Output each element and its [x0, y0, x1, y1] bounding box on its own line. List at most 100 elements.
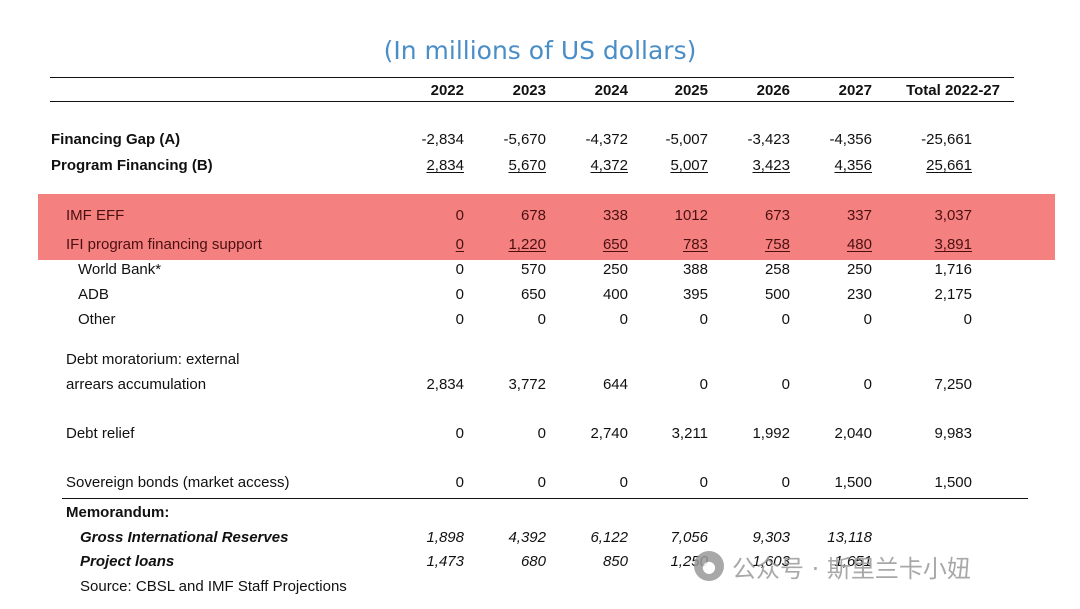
row-label: Other — [78, 311, 116, 328]
table-cell: 250 — [602, 261, 628, 278]
column-header: Total 2022-27 — [906, 82, 1000, 99]
table-cell: 0 — [455, 425, 464, 442]
table-cell: 2,740 — [590, 425, 628, 442]
table-cell: -4,356 — [829, 131, 872, 148]
table-cell: 570 — [520, 261, 546, 278]
table-cell: 4,392 — [508, 529, 546, 546]
table-row: IMF EFF 0 678 338 1012 673 337 3,037 — [0, 204, 1080, 228]
table-cell: 0 — [455, 311, 464, 328]
table-cell: 1,603 — [752, 553, 790, 570]
table-cell: 258 — [764, 261, 790, 278]
table-cell: 2,040 — [834, 425, 872, 442]
table-cell: 0 — [619, 311, 628, 328]
source-row: Source: CBSL and IMF Staff Projections — [0, 575, 1080, 599]
row-label: Gross International Reserves — [80, 529, 289, 546]
column-header: 2022 — [430, 82, 464, 99]
column-header: 2027 — [838, 82, 872, 99]
table-cell: 9,303 — [752, 529, 790, 546]
table-cell: 5,670 — [508, 157, 546, 174]
table-row: ADB 0 650 400 395 500 230 2,175 — [0, 283, 1080, 307]
row-label: Financing Gap (A) — [51, 131, 181, 148]
table-cell: 0 — [455, 236, 464, 253]
table-row: Project loans 1,473 680 850 1,250 1,603 … — [0, 550, 1080, 574]
table-cell: 1,651 — [834, 553, 872, 570]
table-cell: 650 — [520, 286, 546, 303]
table-cell: -5,007 — [665, 131, 708, 148]
table-cell: 1012 — [674, 207, 708, 224]
row-label: ADB — [78, 286, 109, 303]
table-cell: -25,661 — [921, 131, 972, 148]
table-cell: 1,898 — [426, 529, 464, 546]
table-cell: 680 — [520, 553, 546, 570]
table-cell: -3,423 — [747, 131, 790, 148]
table-cell: 395 — [682, 286, 708, 303]
table-cell: 673 — [764, 207, 790, 224]
table-cell: 678 — [520, 207, 546, 224]
memorandum-rule — [62, 498, 1028, 499]
table-cell: 0 — [863, 376, 872, 393]
table-cell: 5,007 — [670, 157, 708, 174]
table-cell: 0 — [455, 261, 464, 278]
table-cell: 3,423 — [752, 157, 790, 174]
table-row: Financing Gap (A) -2,834 -5,670 -4,372 -… — [0, 128, 1080, 152]
row-label: Program Financing (B) — [51, 157, 213, 174]
table-cell: 2,834 — [426, 376, 464, 393]
table-cell: 4,372 — [590, 157, 628, 174]
table-row: arrears accumulation 2,834 3,772 644 0 0… — [0, 373, 1080, 397]
table-cell: 6,122 — [590, 529, 628, 546]
column-header-row: 2022 2023 2024 2025 2026 2027 Total 2022… — [0, 79, 1080, 103]
table-cell: 3,211 — [671, 425, 708, 442]
table-cell: 13,118 — [827, 529, 872, 546]
header-rule — [50, 101, 1014, 102]
table-cell: 3,891 — [934, 236, 972, 253]
table-cell: 250 — [846, 261, 872, 278]
table-cell: 3,772 — [508, 376, 546, 393]
table-row: Program Financing (B) 2,834 5,670 4,372 … — [0, 154, 1080, 178]
table-row: Sovereign bonds (market access) 0 0 0 0 … — [0, 471, 1080, 495]
table-row-label-line: Debt moratorium: external — [0, 348, 1080, 372]
table-cell: 1,500 — [834, 474, 872, 491]
row-label: IFI program financing support — [66, 236, 262, 253]
table-cell: 25,661 — [926, 157, 972, 174]
table-cell: 480 — [846, 236, 872, 253]
row-label: World Bank* — [78, 261, 162, 278]
table-cell: 2,834 — [426, 157, 464, 174]
table-cell: 0 — [963, 311, 972, 328]
highlight-band — [38, 194, 1055, 260]
table-cell: 0 — [619, 474, 628, 491]
table-cell: 0 — [455, 474, 464, 491]
table-cell: 0 — [537, 311, 546, 328]
table-cell: 388 — [682, 261, 708, 278]
table-cell: 1,500 — [934, 474, 972, 491]
table-cell: 0 — [781, 376, 790, 393]
table-cell: 230 — [846, 286, 872, 303]
table-cell: 758 — [764, 236, 790, 253]
table-cell: 0 — [537, 425, 546, 442]
table-row: Debt relief 0 0 2,740 3,211 1,992 2,040 … — [0, 422, 1080, 446]
table-cell: 7,250 — [934, 376, 972, 393]
memorandum-heading: Memorandum: — [66, 504, 170, 521]
table-cell: 0 — [781, 474, 790, 491]
table-cell: 7,056 — [670, 529, 708, 546]
table-cell: -4,372 — [585, 131, 628, 148]
table-cell: 0 — [455, 286, 464, 303]
memorandum-heading-row: Memorandum: — [0, 501, 1080, 525]
table-cell: 1,992 — [752, 425, 790, 442]
table-cell: 0 — [537, 474, 546, 491]
table-cell: 4,356 — [834, 157, 872, 174]
wechat-icon: ● — [694, 551, 724, 581]
table-cell: 338 — [602, 207, 628, 224]
column-header: 2023 — [512, 82, 546, 99]
table-cell: 500 — [764, 286, 790, 303]
column-header: 2025 — [674, 82, 708, 99]
top-rule — [50, 77, 1014, 78]
table-cell: 650 — [602, 236, 628, 253]
table-cell: 783 — [682, 236, 708, 253]
table-cell: 0 — [699, 376, 708, 393]
row-label: Debt relief — [66, 425, 135, 442]
table-cell: 9,983 — [934, 425, 972, 442]
table-title: (In millions of US dollars) — [383, 36, 697, 65]
table-cell: -2,834 — [421, 131, 464, 148]
table-cell: 400 — [602, 286, 628, 303]
table-cell: 3,037 — [934, 207, 972, 224]
